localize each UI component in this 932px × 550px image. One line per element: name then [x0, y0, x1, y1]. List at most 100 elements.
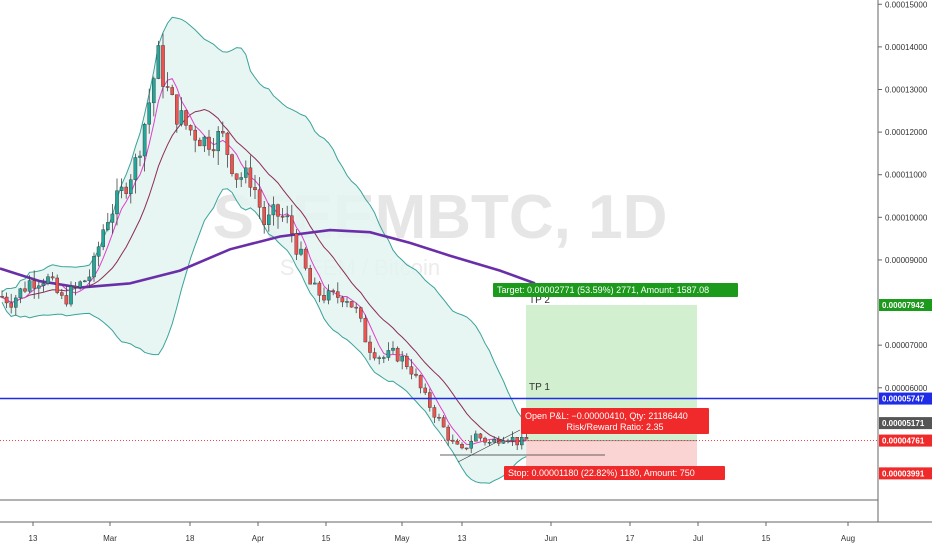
candle-body — [202, 136, 207, 147]
price-badge — [879, 467, 932, 480]
candle-body — [460, 444, 464, 449]
candle-body — [87, 276, 92, 282]
y-tick-label: 0.00013000 — [885, 85, 928, 94]
stop-label: Stop: 0.00001180 (22.82%) 1180, Amount: … — [508, 468, 695, 478]
candle-body — [9, 302, 14, 308]
target-badge — [493, 283, 738, 297]
candle-body — [55, 277, 59, 293]
candle-body — [303, 248, 308, 269]
candle-body — [161, 45, 165, 87]
candle-body — [78, 281, 82, 288]
horizontal-lines[interactable] — [0, 397, 878, 463]
candle-body — [520, 437, 524, 446]
price-axis[interactable]: 0.00015000 0.00014000 0.00013000 0.00012000… — [878, 0, 932, 480]
candle-body — [340, 297, 345, 303]
candle-body — [372, 352, 377, 359]
candle-body — [50, 276, 55, 279]
candle-body — [501, 440, 506, 444]
upper-band — [1, 16, 527, 423]
candle-body — [432, 407, 437, 418]
candle-body — [267, 214, 271, 225]
x-tick-label: 15 — [322, 534, 331, 543]
y-tick-label: 0.00007000 — [885, 341, 928, 350]
price-badge — [879, 299, 932, 312]
candle-body — [524, 437, 529, 440]
candle-body — [474, 433, 478, 442]
candle-body — [128, 179, 133, 194]
candle-body — [13, 297, 18, 308]
candle-body — [188, 125, 193, 131]
candle-body — [243, 167, 248, 178]
candle-body — [138, 155, 142, 158]
candle-body — [262, 207, 267, 225]
candle-body — [423, 387, 428, 393]
candle-body — [170, 87, 175, 95]
price-badge-label: 0.00007942 — [882, 301, 925, 310]
candle-body — [64, 295, 69, 305]
candle-body — [73, 286, 78, 288]
candle-body — [151, 78, 156, 104]
x-tick-label: May — [394, 534, 409, 543]
candle-body — [142, 123, 147, 157]
candle-body — [69, 286, 73, 305]
trend-line — [457, 429, 521, 463]
candle-body — [322, 295, 326, 301]
candle-body — [326, 290, 331, 301]
candle-body — [197, 139, 202, 147]
candle-body — [451, 439, 455, 442]
candle-body — [115, 190, 119, 215]
candle-body — [464, 447, 469, 450]
candle-body — [271, 204, 276, 216]
position-labels: TP 2 TP 1 Target: 0.00002771 (53.59%) 2771… — [493, 283, 738, 480]
x-tick-label: 18 — [186, 534, 195, 543]
candle-body — [124, 186, 128, 194]
candle-body — [41, 283, 46, 287]
candle-body — [0, 295, 4, 298]
candle-body — [437, 417, 441, 419]
candle-body — [156, 45, 161, 79]
candle-body — [313, 282, 317, 285]
candle-body — [27, 280, 32, 292]
x-tick-label: Apr — [252, 534, 265, 543]
candle-body — [133, 157, 138, 180]
candle-body — [441, 417, 446, 428]
candle-body — [220, 131, 225, 134]
candle-body — [354, 306, 359, 309]
candle-body — [179, 110, 184, 125]
candle-body — [147, 102, 152, 125]
candle-body — [418, 375, 423, 389]
candle-body — [101, 229, 105, 248]
y-tick-label: 0.00010000 — [885, 213, 928, 222]
candle-body — [377, 357, 382, 359]
candle-body — [290, 215, 294, 234]
tp1-label: TP 1 — [529, 382, 550, 393]
pnl-label: Open P&L: −0.00000410, Qty: 21186440 — [525, 411, 688, 421]
candle-body — [234, 173, 239, 180]
position-tool[interactable] — [526, 305, 697, 474]
y-tick-label: 0.00015000 — [885, 0, 928, 9]
candle-body — [110, 213, 115, 223]
candle-body — [82, 280, 87, 283]
time-axis[interactable]: 13 Mar 18 Apr 15 May 13 Jun 17 Jul 15 Aug — [29, 522, 856, 543]
x-tick-label: 13 — [458, 534, 467, 543]
candle-body — [395, 347, 400, 362]
pnl-badge — [521, 408, 709, 434]
candle-body — [216, 131, 221, 152]
candle-body — [515, 437, 519, 446]
price-badge-label: 0.00005171 — [882, 419, 925, 428]
candle-body — [225, 132, 230, 155]
candle-body — [317, 282, 322, 296]
x-tick-label: Aug — [841, 534, 855, 543]
candle-body — [193, 129, 198, 141]
target-label: Target: 0.00002771 (53.59%) 2771, Amount… — [497, 285, 709, 295]
candle-body — [105, 222, 110, 230]
candle-body — [510, 437, 515, 441]
x-tick-label: Jun — [545, 534, 558, 543]
x-tick-label: 15 — [762, 534, 771, 543]
y-tick-label: 0.00012000 — [885, 128, 928, 137]
candle-body — [211, 149, 216, 152]
candle-body — [96, 246, 101, 257]
rr-label: Risk/Reward Ratio: 2.35 — [566, 422, 663, 432]
x-tick-label: Mar — [103, 534, 117, 543]
